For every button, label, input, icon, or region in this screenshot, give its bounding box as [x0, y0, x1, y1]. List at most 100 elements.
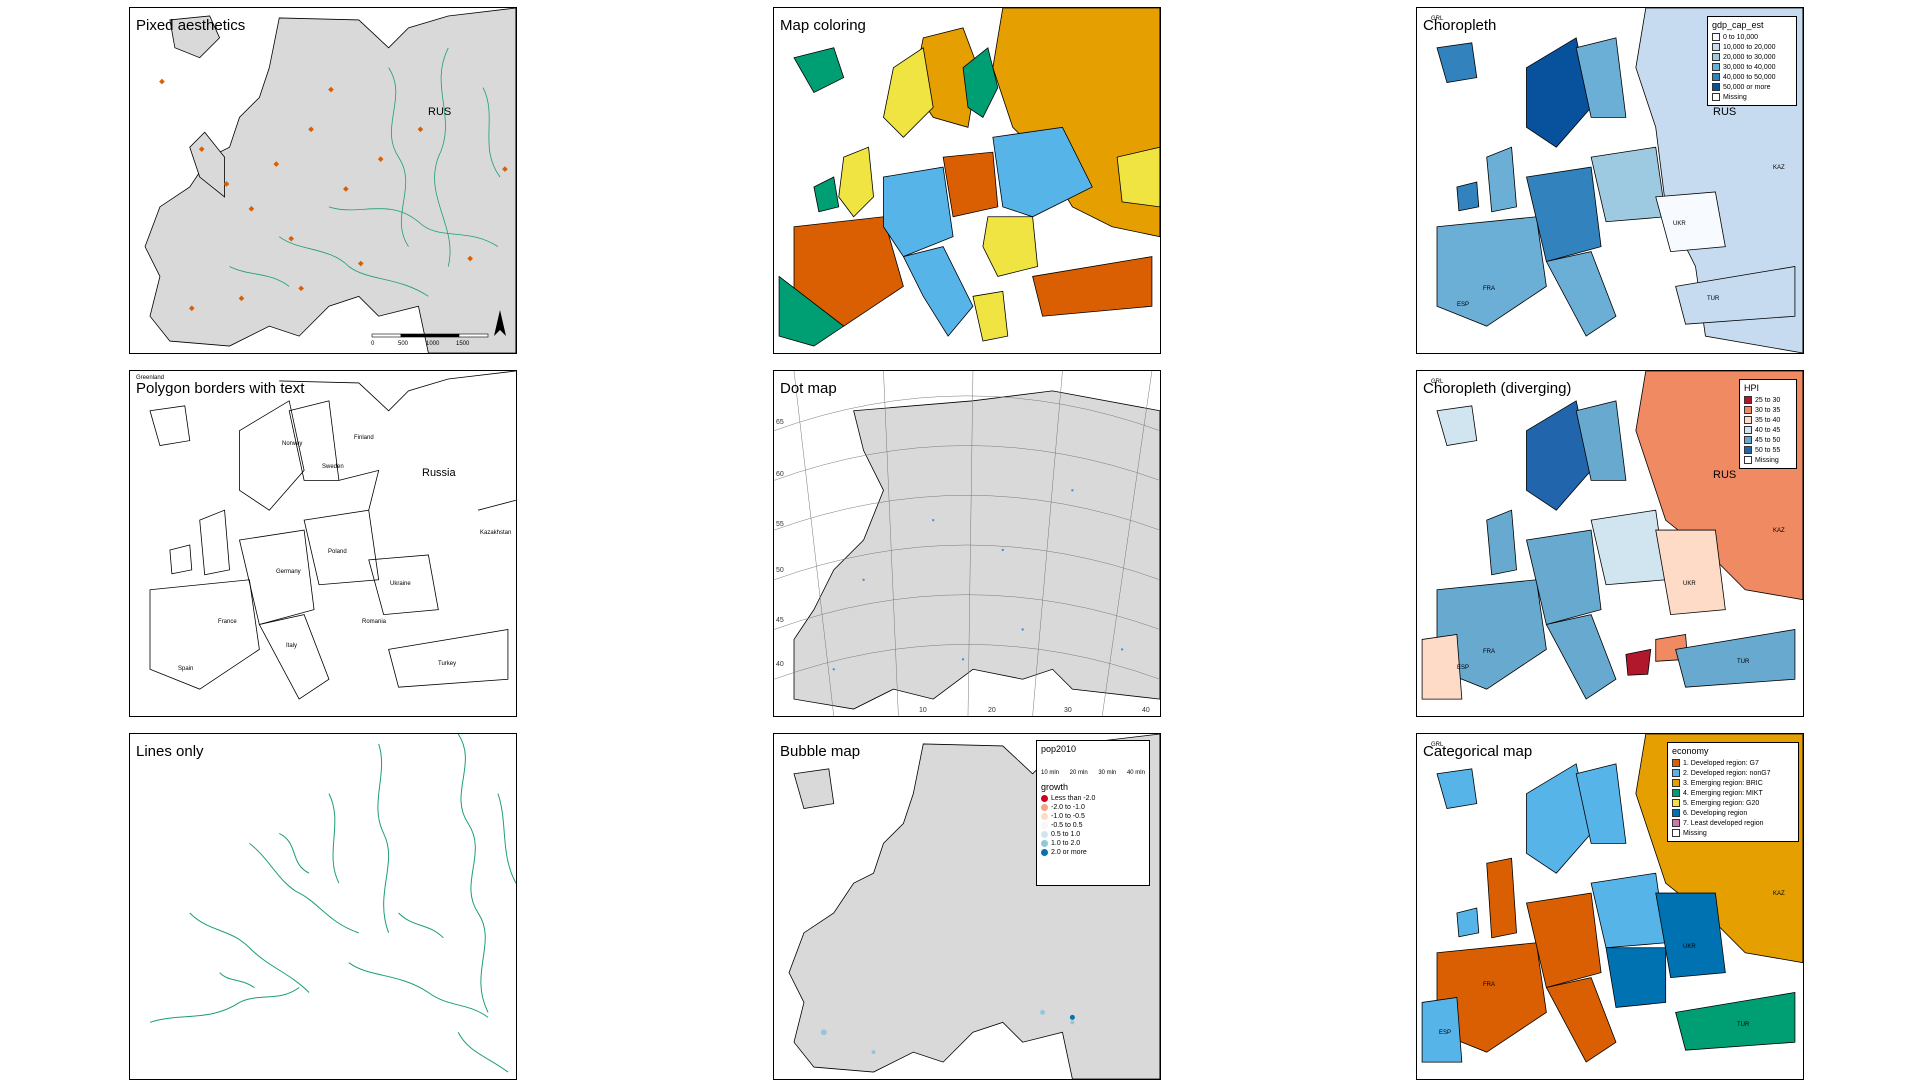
legend-item: 2.0 or more: [1041, 848, 1145, 857]
map-label-esp: ESP: [1457, 665, 1470, 671]
legend-item: Missing: [1672, 828, 1794, 838]
map-label-romania: Romania: [362, 619, 387, 625]
lon-tick: 40: [1142, 707, 1150, 714]
legend-swatch: [1744, 406, 1752, 414]
map-label-rus: RUS: [1713, 469, 1737, 481]
legend-label: -2.0 to -1.0: [1051, 804, 1085, 811]
map-label-poland: Poland: [328, 549, 347, 555]
map-label-kaz: KAZ: [1773, 165, 1785, 171]
europe-map-borders: [130, 371, 516, 716]
panel-title: Dot map: [780, 380, 837, 397]
scale-label: 500: [398, 341, 409, 347]
legend-item: 50 to 55: [1744, 445, 1792, 455]
legend-item: 6. Developing region: [1672, 808, 1794, 818]
legend-item: 20,000 to 30,000: [1712, 52, 1792, 62]
legend-item: 50,000 or more: [1712, 82, 1792, 92]
legend-item: -2.0 to -1.0: [1041, 803, 1145, 812]
legend-label: 1. Developed region: G7: [1683, 759, 1759, 767]
legend-label: 30 to 35: [1755, 406, 1781, 414]
size-label: 30 mln: [1098, 770, 1117, 776]
lon-tick: 30: [1064, 707, 1072, 714]
panel-title: Choropleth: [1423, 17, 1497, 34]
legend-swatch: [1712, 43, 1720, 51]
legend-label: 10,000 to 20,000: [1723, 43, 1776, 51]
size-scale: 10 mln 20 mln 30 mln 40 mln: [1041, 770, 1145, 776]
europe-map-dots: [774, 371, 1160, 716]
legend-label: 25 to 30: [1755, 396, 1781, 404]
map-label-tur: TUR: [1707, 296, 1720, 302]
legend-dot: [1041, 804, 1048, 811]
legend-label: Missing: [1723, 93, 1747, 101]
map-label-russia: Russia: [422, 467, 456, 479]
scale-label: 1500: [456, 341, 470, 347]
rivers-lines: [130, 734, 516, 1079]
legend-item: 3. Emerging region: BRIC: [1672, 778, 1794, 788]
panel-categorical-map: Categorical map GRL KAZ UKR FRA ESP TUR …: [1416, 733, 1804, 1080]
scale-bar: [371, 333, 489, 338]
map-label-rus: RUS: [1713, 106, 1737, 118]
panel-lines-only: Lines only: [129, 733, 517, 1080]
panel-choropleth-diverging: Choropleth (diverging) GRL RUS KAZ UKR F…: [1416, 370, 1804, 717]
legend-item: 30,000 to 40,000: [1712, 62, 1792, 72]
north-arrow-icon: [494, 310, 506, 336]
panel-title: Bubble map: [780, 743, 861, 760]
panel-title: Pixed aesthetics: [136, 17, 246, 34]
map-label-italy: Italy: [286, 643, 298, 649]
scale-label: 0: [371, 341, 375, 347]
panel-bubble-map: Bubble map pop2010 10 mln 20 mln 30 mln …: [773, 733, 1161, 1080]
legend-swatch: [1712, 83, 1720, 91]
legend-hpi: HPI 25 to 30 30 to 35 35 to 40 40 to 45 …: [1739, 379, 1797, 469]
lat-tick: 55: [776, 521, 784, 528]
size-label: 40 mln: [1126, 770, 1145, 776]
scale-label: 1000: [426, 341, 440, 347]
legend-title: gdp_cap_est: [1712, 20, 1764, 30]
legend-label: 1.0 to 2.0: [1051, 840, 1081, 847]
legend-item: Missing: [1744, 455, 1792, 465]
map-label-ukr: UKR: [1683, 944, 1696, 950]
map-label-greenland: Greenland: [136, 375, 165, 381]
legend-swatch: [1712, 63, 1720, 71]
map-label-kazakhstan: Kazakhstan: [480, 530, 512, 536]
legend-item: 40 to 45: [1744, 425, 1792, 435]
panel-title: Lines only: [136, 743, 204, 760]
legend-swatch: [1672, 789, 1680, 797]
map-label-norway: Norway: [282, 441, 303, 447]
legend-item: 10,000 to 20,000: [1712, 42, 1792, 52]
legend-dot: [1041, 849, 1048, 856]
legend-label: -1.0 to -0.5: [1051, 813, 1085, 820]
legend-swatch: [1712, 33, 1720, 41]
legend-swatch: [1744, 436, 1752, 444]
legend-swatch: [1672, 779, 1680, 787]
legend-item: 0 to 10,000: [1712, 32, 1792, 42]
map-label-esp: ESP: [1439, 1030, 1452, 1036]
map-label-grl: GRL: [1431, 16, 1444, 22]
legend-label: Less than -2.0: [1051, 795, 1096, 802]
panel-choropleth: Choropleth GRL RUS KAZ UKR FRA ESP TUR g…: [1416, 7, 1804, 354]
lat-tick: 50: [776, 567, 784, 574]
lat-tick: 45: [776, 617, 784, 624]
panel-pixed-aesthetics: Pixed aesthetics RUS 0 500 1000 1500: [129, 7, 517, 354]
legend-label: 0.5 to 1.0: [1051, 831, 1081, 838]
lat-tick: 65: [776, 419, 784, 426]
map-label-grl: GRL: [1431, 379, 1444, 385]
legend-dot: [1041, 840, 1048, 847]
legend-dot: [1041, 831, 1048, 838]
map-label-turkey: Turkey: [438, 661, 457, 667]
panel-title: Choropleth (diverging): [1423, 380, 1572, 397]
panel-title: Categorical map: [1423, 743, 1533, 760]
legend-size-title: pop2010: [1041, 744, 1077, 754]
legend-item: Less than -2.0: [1041, 794, 1145, 803]
legend-economy: economy 1. Developed region: G7 2. Devel…: [1667, 742, 1799, 842]
legend-label: 7. Least developed region: [1683, 819, 1764, 827]
legend-dot: [1041, 822, 1048, 829]
size-label: 20 mln: [1069, 770, 1088, 776]
legend-swatch: [1672, 809, 1680, 817]
legend-item: 1. Developed region: G7: [1672, 758, 1794, 768]
legend-swatch: [1712, 93, 1720, 101]
legend-item: 4. Emerging region: MIKT: [1672, 788, 1794, 798]
legend-swatch: [1712, 53, 1720, 61]
europe-map-diverging: [1417, 371, 1803, 716]
lon-tick: 20: [988, 707, 996, 714]
legend-label: 40 to 45: [1755, 426, 1781, 434]
legend-label: 5. Emerging region: G20: [1683, 799, 1760, 807]
